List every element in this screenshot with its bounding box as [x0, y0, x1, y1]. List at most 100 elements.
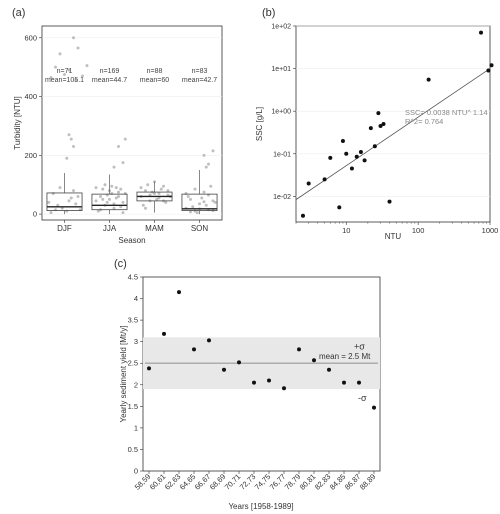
- panel-c-mean-label: mean = 2.5 Mt: [319, 352, 371, 361]
- panel-b-x-tick-label: 100: [412, 226, 425, 235]
- panel-b-data-point: [387, 199, 392, 204]
- panel-a-data-point: [117, 190, 120, 194]
- panel-b-data-point: [306, 181, 311, 186]
- panel-c-y-tick-label: 4.5: [128, 273, 138, 282]
- panel-b-data-point: [354, 154, 359, 159]
- panel-b-data-point: [349, 166, 354, 171]
- panel-b-x-tick-label: 1000: [482, 226, 499, 235]
- panel-a-data-point: [105, 200, 109, 204]
- panel-a-count-label: n=169: [100, 68, 120, 75]
- panel-a-data-point: [202, 190, 206, 194]
- panel-a-data-point: [65, 156, 69, 160]
- panel-a-box: [91, 193, 128, 211]
- panel-a-data-point: [117, 194, 120, 198]
- panel-a-data-point: [204, 203, 208, 207]
- panel-a-data-point: [119, 205, 123, 209]
- panel-a-data-point: [94, 186, 98, 190]
- panel-c-data-point: [357, 380, 361, 385]
- panel-a-data-point: [58, 52, 62, 56]
- panel-c-data-point: [252, 380, 256, 385]
- panel-a-data-point: [213, 200, 217, 204]
- panel-a-count-label: n=71: [57, 68, 73, 75]
- panel-a-data-point: [112, 165, 116, 169]
- panel-a-annotations: n=71 mean=105.1 n=169 mean=44.7 n=88 mean=60 n…: [45, 68, 217, 84]
- panel-b-equation: SSC= 0.0038 NTU^ 1.14: [405, 108, 488, 117]
- panel-c-x-axis-label: Years [1958-1989]: [228, 502, 293, 511]
- panel-a-data-point: [114, 186, 118, 190]
- panel-b-data-point: [378, 123, 383, 128]
- panel-c-x-tick-label: 76,77: [268, 472, 288, 492]
- panel-a-data-point: [211, 199, 215, 203]
- panel-c-data-point: [297, 347, 301, 352]
- panel-a-data-point: [189, 197, 192, 201]
- panel-a-x-ticks: DJF JJA MAM SON: [57, 220, 208, 233]
- panel-c-y-axis-label: Yearly sediment yield [Mt/y]: [119, 325, 128, 422]
- panel-b-x-axis-label: NTU: [385, 232, 402, 241]
- panel-a-data-point: [67, 68, 71, 72]
- panel-b-y-tick-label: 1e+02: [271, 24, 291, 31]
- panel-a-data-point: [166, 189, 170, 193]
- panel-a-data-point: [56, 203, 60, 207]
- panel-a-data-point: [96, 209, 100, 213]
- panel-a-data-point: [204, 165, 208, 169]
- panel-b-data-point: [362, 158, 367, 163]
- panel-a-data-point: [117, 145, 120, 149]
- panel-a-data-point: [101, 187, 105, 191]
- panel-b-y-axis-label: SSC [g/L]: [255, 107, 264, 141]
- panel-a-data-point: [69, 137, 73, 141]
- panel-a-x-tick-label: JJA: [103, 224, 117, 233]
- panel-a-data-point: [110, 184, 114, 188]
- panel-b-frame: [295, 25, 491, 223]
- panel-c-plus-sigma-label: +σ: [354, 341, 365, 351]
- panel-a-data-point: [144, 189, 147, 193]
- panel-c-x-tick-label: 86,87: [343, 472, 363, 492]
- panel-a-data-point: [63, 73, 66, 76]
- panel-b-data-point: [426, 77, 431, 82]
- panel-b-data-point: [368, 126, 373, 131]
- panel-b-data-point: [489, 63, 494, 68]
- panel-a-box: [46, 192, 83, 211]
- panel-a-data-point: [76, 194, 80, 198]
- panel-c-y-tick-label: 2: [134, 380, 138, 389]
- panel-a-data-point: [202, 153, 206, 157]
- panel-b-data-point: [358, 150, 363, 155]
- panel-c-x-ticks: 58,5960,6162,6364,6566,6768,6970,7172,73…: [133, 471, 378, 492]
- panel-a-points: [47, 36, 217, 215]
- panel-a-y-tick-label: 200: [24, 151, 37, 160]
- panel-a-data-point: [99, 194, 102, 198]
- panel-a-data-point: [186, 194, 190, 198]
- panel-a: (a) 0 200 400 600 DJF JJA MAM SON n=71 mean=105…: [12, 7, 223, 245]
- panel-a-box: [181, 193, 218, 211]
- panel-a-label: (a): [12, 7, 25, 19]
- panel-a-data-point: [112, 206, 116, 210]
- panel-a-data-point: [58, 186, 62, 190]
- panel-a-count-label: n=83: [192, 68, 208, 75]
- panel-a-data-point: [101, 197, 105, 201]
- panel-c-x-tick-label: 66,67: [193, 472, 213, 492]
- panel-a-x-tick-label: SON: [191, 224, 209, 233]
- panel-c-data-point: [237, 360, 241, 365]
- panel-c-y-tick-label: 3: [134, 337, 138, 346]
- panel-b-data-point: [300, 213, 305, 218]
- panel-a-data-point: [207, 162, 210, 166]
- panel-a-mean-label: mean=44.7: [92, 77, 127, 84]
- panel-a-data-point: [121, 211, 125, 215]
- panel-a-data-point: [51, 192, 55, 196]
- panel-a-data-point: [189, 210, 192, 214]
- panel-a-count-label: n=88: [147, 68, 163, 75]
- panel-a-data-point: [69, 196, 73, 200]
- panel-c-x-tick-label: 88,89: [358, 472, 378, 492]
- panel-a-data-point: [191, 205, 195, 209]
- panel-c-y-tick-label: 1.5: [128, 402, 138, 411]
- panel-a-y-ticks: 0 200 400 600: [24, 33, 42, 219]
- panel-a-data-point: [114, 196, 118, 200]
- panel-a-frame: [41, 25, 223, 221]
- panel-a-data-point: [139, 186, 143, 190]
- panel-a-y-tick-label: 0: [33, 210, 37, 219]
- panel-b-data-point: [337, 205, 342, 210]
- panel-b-data-point: [372, 144, 377, 149]
- panel-a-data-point: [72, 36, 75, 40]
- panel-a-data-point: [110, 192, 114, 196]
